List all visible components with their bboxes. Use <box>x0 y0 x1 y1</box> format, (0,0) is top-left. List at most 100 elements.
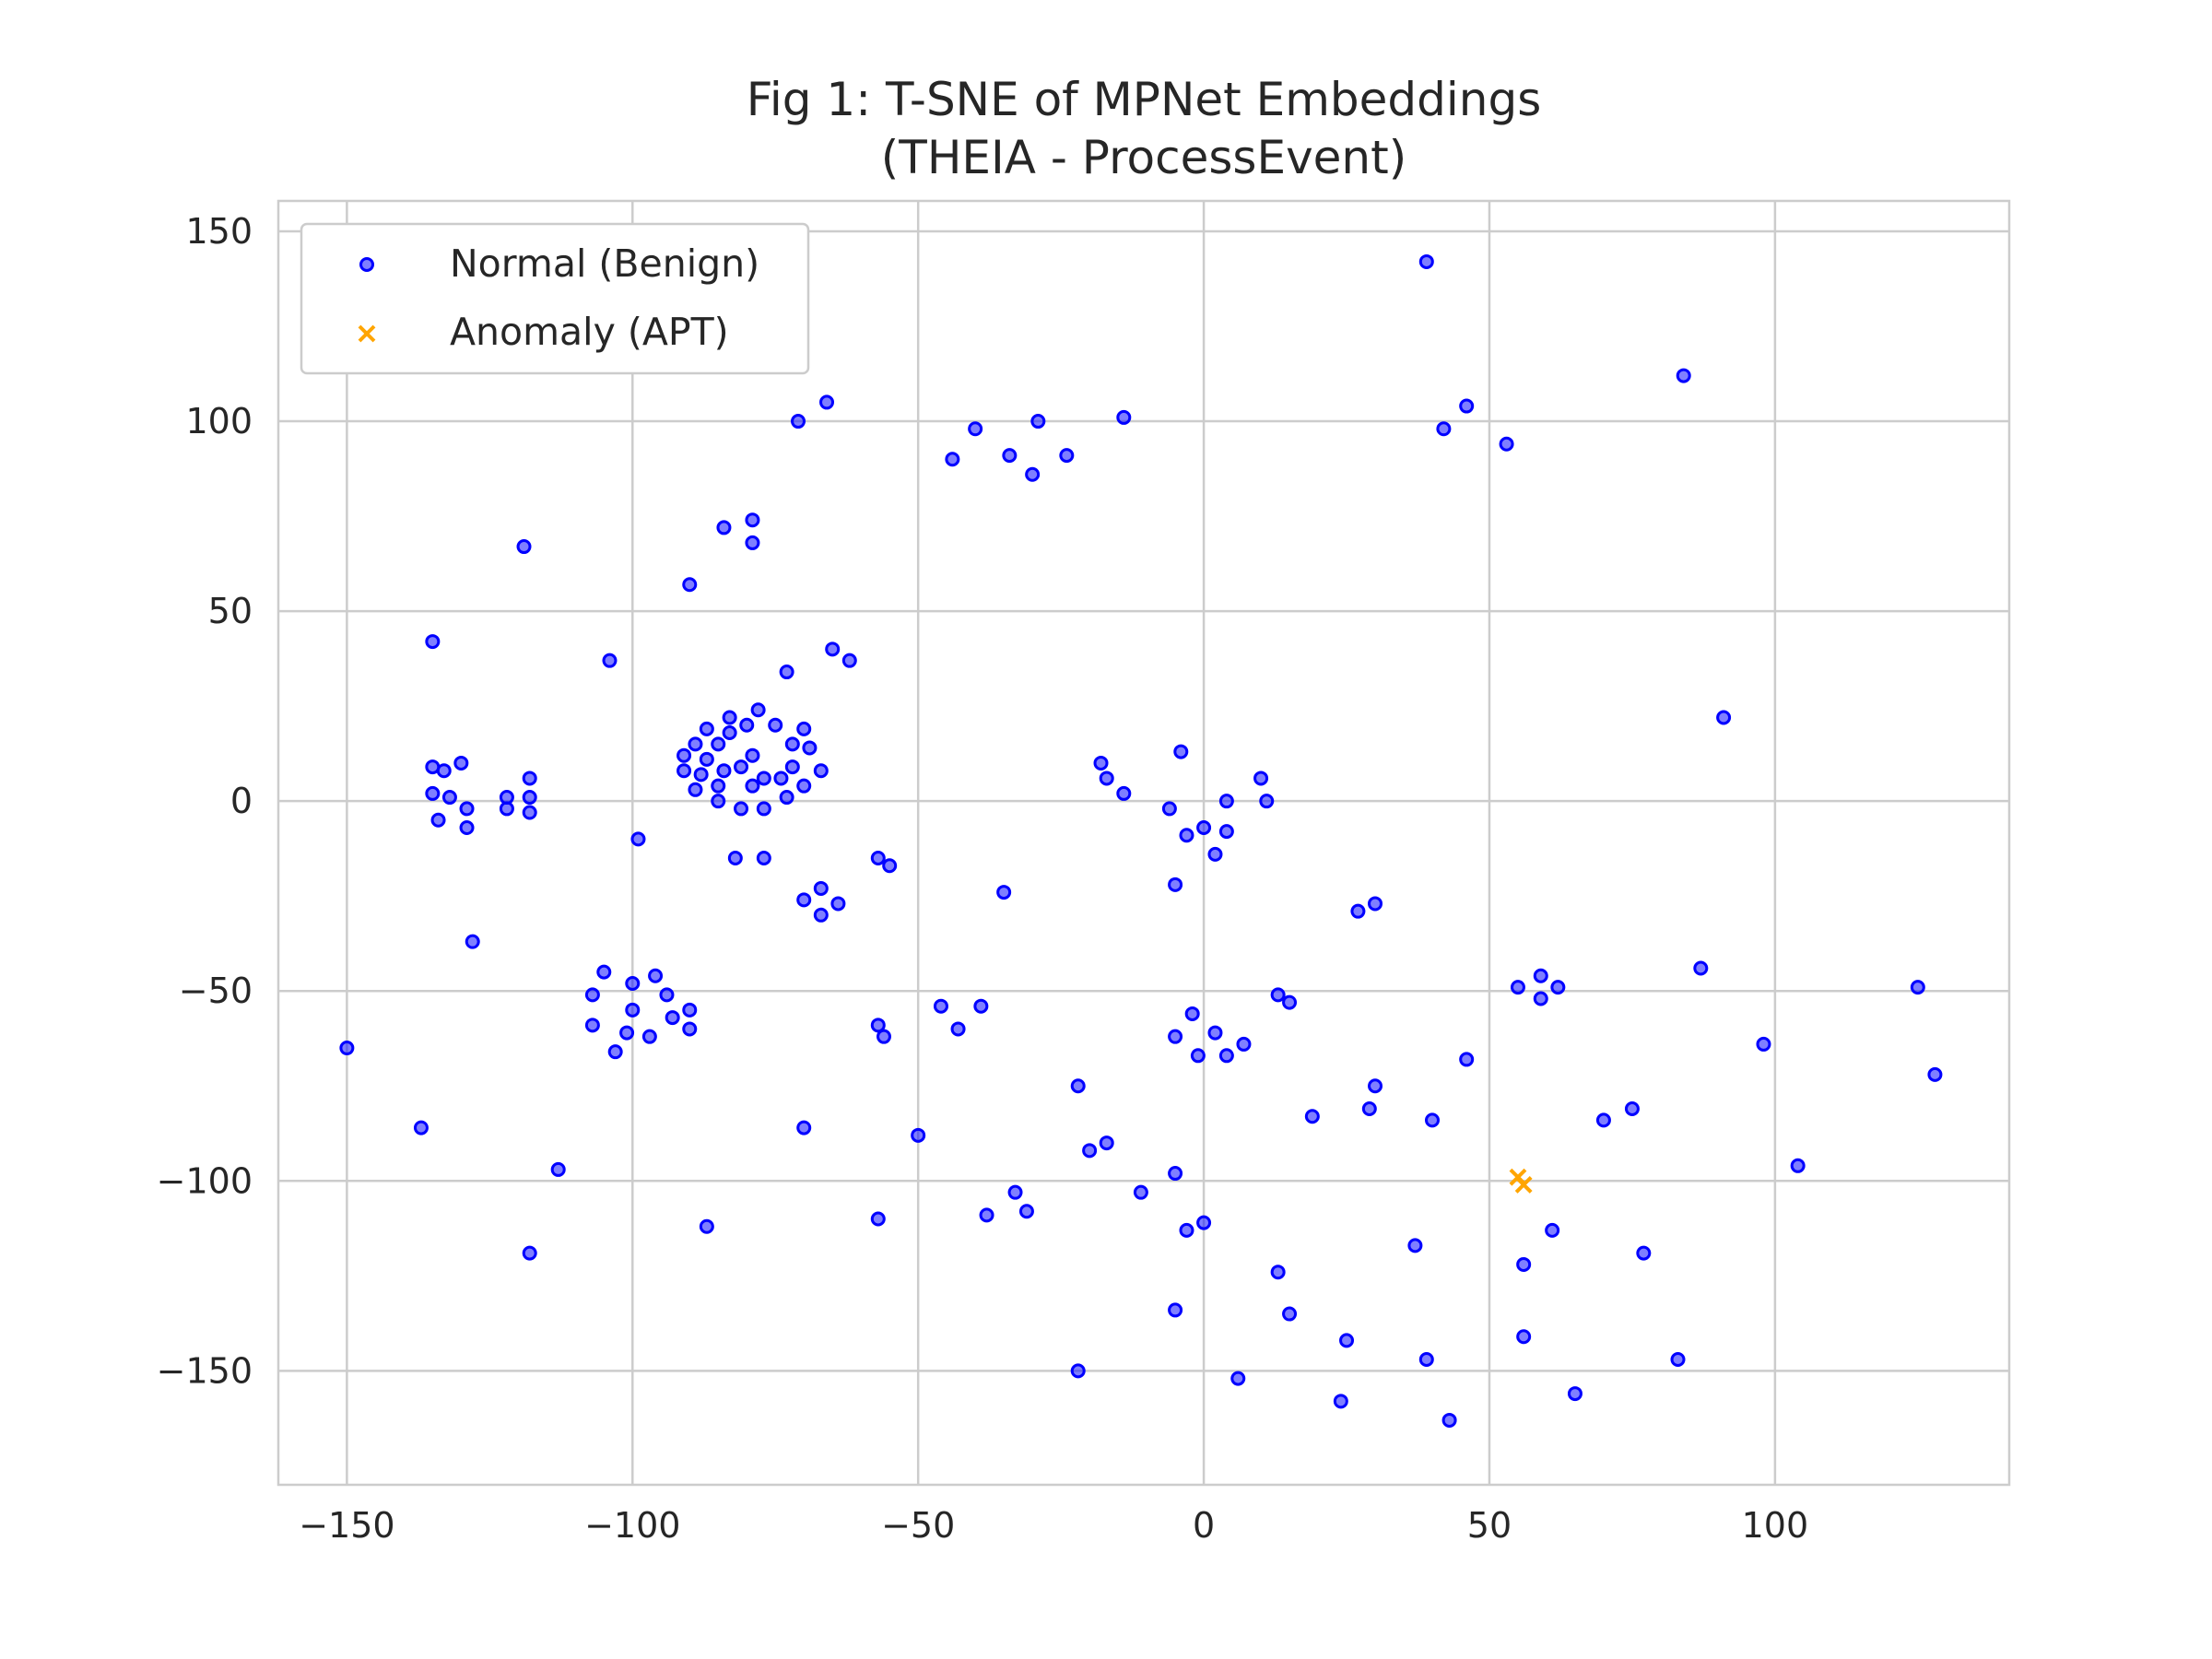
data-points <box>339 253 1943 1428</box>
normal-point <box>1218 1048 1234 1064</box>
normal-point <box>1236 1036 1252 1052</box>
normal-point <box>1070 1363 1086 1379</box>
y-tick-label: 150 <box>185 211 253 252</box>
normal-point <box>699 721 714 736</box>
normal-point <box>911 1127 926 1143</box>
normal-point <box>1161 801 1177 817</box>
normal-point <box>602 653 618 668</box>
normal-point <box>1253 771 1269 786</box>
normal-point <box>779 665 794 680</box>
normal-point <box>711 778 726 794</box>
normal-point <box>813 907 829 923</box>
normal-point <box>1790 1158 1806 1173</box>
normal-point <box>607 1044 623 1060</box>
x-tick-label: −50 <box>881 1505 955 1546</box>
normal-point <box>516 539 532 555</box>
normal-point <box>1070 1078 1086 1094</box>
normal-point <box>882 858 898 874</box>
normal-point <box>584 987 600 1003</box>
normal-point <box>1350 903 1366 919</box>
chart-title: Fig 1: T-SNE of MPNet Embeddings <box>747 73 1542 126</box>
normal-point <box>688 736 703 752</box>
normal-point <box>1116 785 1132 801</box>
normal-point <box>711 736 726 752</box>
plot-frame <box>276 199 2011 1487</box>
normal-point <box>1007 1184 1023 1200</box>
normal-point <box>1168 1029 1183 1044</box>
normal-point <box>1168 1166 1183 1182</box>
normal-point <box>1270 987 1286 1003</box>
normal-point <box>1636 1245 1652 1261</box>
y-tick-label: 0 <box>230 781 253 821</box>
normal-point <box>773 771 789 786</box>
normal-point <box>745 778 760 794</box>
normal-point <box>1676 368 1691 383</box>
normal-point <box>522 771 537 786</box>
normal-point <box>682 1002 698 1018</box>
normal-point <box>996 885 1012 900</box>
normal-point <box>584 1018 600 1033</box>
normal-point <box>796 892 812 908</box>
normal-point <box>459 801 475 817</box>
normal-point <box>819 394 835 410</box>
normal-point <box>1927 1066 1943 1082</box>
normal-point <box>659 987 675 1003</box>
normal-point <box>1499 436 1514 452</box>
normal-point <box>1282 1306 1298 1322</box>
legend-normal-marker <box>359 257 374 272</box>
y-tick-label: −50 <box>179 971 253 1011</box>
x-tick-label: 50 <box>1467 1505 1512 1546</box>
normal-point <box>596 964 612 980</box>
normal-point <box>1230 1371 1246 1386</box>
normal-point <box>876 1029 891 1044</box>
normal-point <box>779 790 794 806</box>
y-tick-label: 50 <box>208 591 253 631</box>
normal-point <box>699 751 714 767</box>
normal-point <box>625 975 641 991</box>
normal-point <box>677 747 692 763</box>
normal-point <box>1441 1412 1457 1428</box>
normal-point <box>1624 1100 1640 1116</box>
normal-point <box>1099 771 1114 786</box>
normal-point <box>665 1010 680 1026</box>
normal-point <box>465 934 480 949</box>
normal-point <box>813 880 829 896</box>
normal-point <box>1190 1048 1206 1064</box>
legend-anomaly-marker <box>358 324 376 343</box>
normal-point <box>436 763 452 779</box>
normal-point <box>870 1018 886 1033</box>
y-tick-label: −150 <box>157 1350 253 1391</box>
normal-point <box>813 763 829 779</box>
normal-point <box>979 1207 994 1223</box>
normal-point <box>784 736 800 752</box>
normal-point <box>841 653 857 668</box>
normal-point <box>441 790 457 806</box>
normal-point <box>1693 960 1709 976</box>
normal-point <box>1196 1215 1212 1230</box>
normal-point <box>1436 421 1452 437</box>
normal-point <box>830 896 846 912</box>
normal-point <box>425 634 441 650</box>
normal-point <box>756 850 771 865</box>
normal-point <box>734 801 749 817</box>
chart-subtitle: (THEIA - ProcessEvent) <box>881 131 1406 184</box>
normal-point <box>453 755 469 771</box>
legend-anomaly-label: Anomaly (APT) <box>450 310 729 354</box>
normal-point <box>950 1021 966 1037</box>
normal-point <box>1550 980 1566 995</box>
normal-point <box>802 740 818 756</box>
normal-point <box>1333 1394 1348 1409</box>
normal-point <box>682 1021 698 1037</box>
normal-point <box>1196 820 1212 836</box>
normal-point <box>1059 448 1075 464</box>
normal-point <box>1099 1135 1114 1151</box>
normal-point <box>1179 828 1194 843</box>
normal-point <box>1002 448 1018 464</box>
normal-point <box>413 1120 429 1135</box>
normal-point <box>682 577 698 593</box>
normal-point <box>625 1002 641 1018</box>
normal-point <box>1218 794 1234 809</box>
normal-point <box>688 782 703 797</box>
normal-point <box>522 805 537 820</box>
